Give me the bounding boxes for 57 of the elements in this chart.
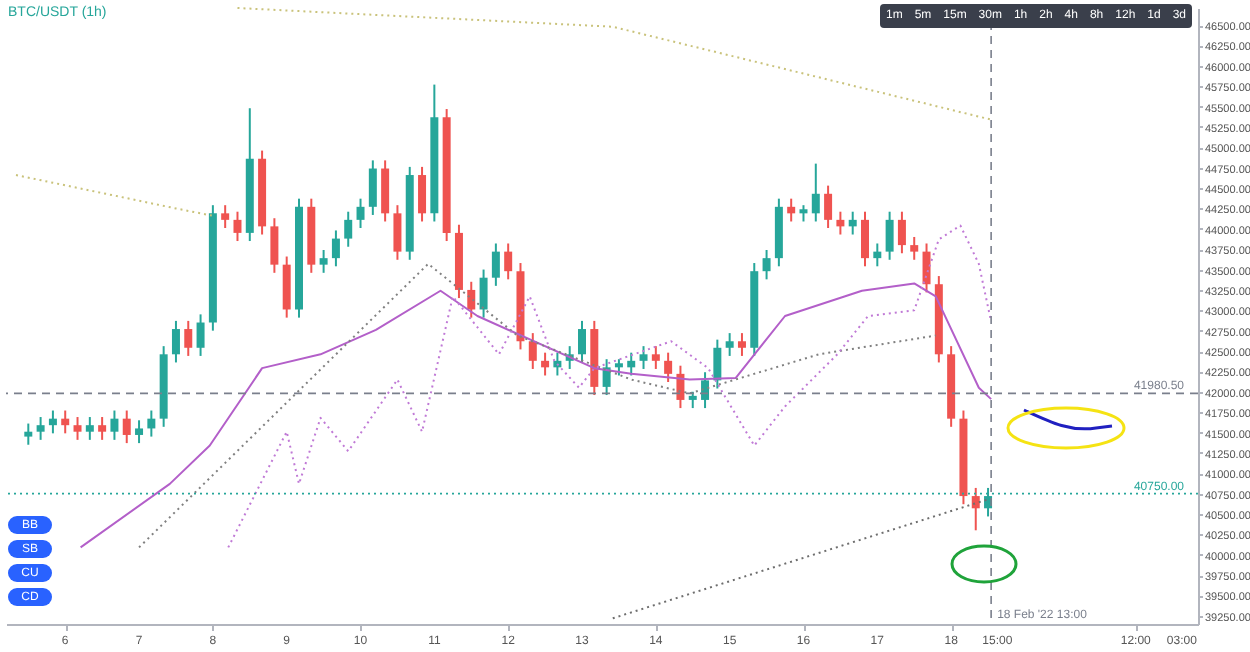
candlestick xyxy=(910,235,919,261)
candlestick xyxy=(61,409,70,435)
candlestick xyxy=(971,486,980,532)
candlestick xyxy=(368,159,377,216)
candlestick xyxy=(922,242,931,294)
candlestick xyxy=(836,210,845,236)
candlestick xyxy=(504,242,513,281)
candlestick xyxy=(356,197,365,229)
candlestick xyxy=(873,242,882,268)
candlestick xyxy=(627,351,636,377)
candlestick xyxy=(467,280,476,319)
candlestick xyxy=(282,255,291,319)
candlestick xyxy=(787,197,796,223)
candlestick xyxy=(701,371,710,410)
candlestick xyxy=(270,217,279,274)
candlestick xyxy=(491,242,500,287)
candlestick xyxy=(122,409,131,445)
candlestick xyxy=(639,345,648,370)
candlestick xyxy=(885,210,894,261)
candlestick xyxy=(135,419,144,445)
candlestick xyxy=(651,345,660,370)
candlestick xyxy=(578,319,587,364)
candlestick xyxy=(233,210,242,243)
candlestick xyxy=(331,229,340,268)
candlestick xyxy=(479,268,488,319)
candlestick xyxy=(664,351,673,383)
candlestick xyxy=(319,249,328,274)
line-series xyxy=(227,224,993,549)
line-series xyxy=(79,282,993,549)
candlestick xyxy=(171,319,180,364)
candlestick xyxy=(418,165,427,223)
candlestick xyxy=(85,416,94,441)
candlestick xyxy=(848,210,857,236)
candlestick xyxy=(737,332,746,357)
candlestick xyxy=(36,416,45,441)
candlestick xyxy=(713,338,722,390)
candlestick xyxy=(541,351,550,377)
candlestick xyxy=(73,416,82,441)
candlestick xyxy=(98,416,107,441)
candlestick xyxy=(811,162,820,223)
candlestick xyxy=(221,204,230,229)
candlestick xyxy=(184,319,193,357)
candlestick xyxy=(196,313,205,357)
candlestick xyxy=(344,210,353,248)
candlestick xyxy=(393,204,402,261)
candlestick xyxy=(24,422,33,446)
candlestick xyxy=(725,332,734,357)
candlestick xyxy=(381,159,390,223)
candlestick xyxy=(762,249,771,281)
candlestick xyxy=(824,184,833,229)
candlestick xyxy=(897,210,906,255)
candlestick xyxy=(147,409,156,438)
candlestick xyxy=(602,358,611,397)
candlestick xyxy=(110,409,119,441)
candlestick xyxy=(48,409,57,435)
candlestick xyxy=(861,210,870,268)
candlestick xyxy=(528,332,537,370)
